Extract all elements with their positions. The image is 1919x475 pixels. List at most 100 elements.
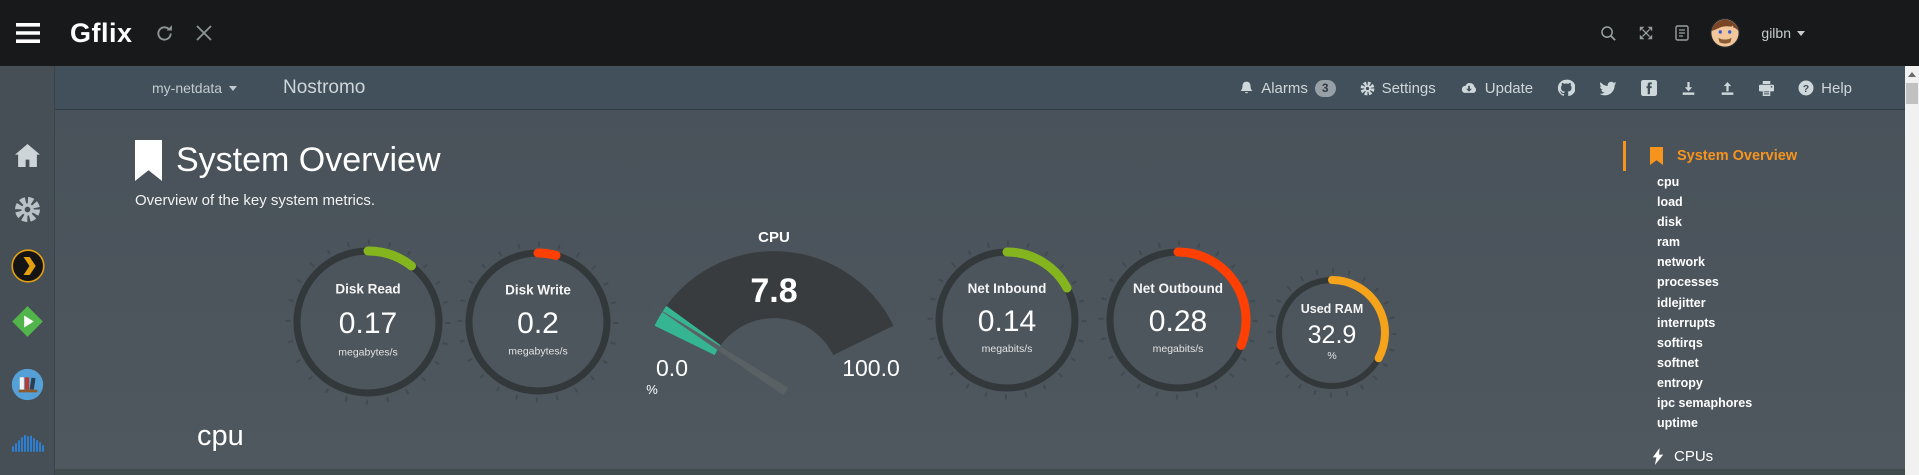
- menu-active-label: System Overview: [1677, 148, 1798, 164]
- next-chart-edge: [55, 469, 1905, 475]
- search-icon[interactable]: [1600, 25, 1617, 42]
- emby-icon[interactable]: [0, 305, 55, 338]
- bookmark-icon: [135, 140, 162, 181]
- gauge-cpu[interactable]: CPU 7.8 0.0 100.0%: [634, 224, 914, 404]
- plex-icon[interactable]: [0, 249, 55, 283]
- gauge-used-ram[interactable]: Used RAM 32.9%: [1267, 268, 1397, 398]
- gauge-svg: Used RAM 32.9%: [1267, 268, 1397, 398]
- upload-icon: [1720, 81, 1735, 96]
- scroll-up-arrow[interactable]: [1908, 72, 1916, 77]
- page-subtitle: Overview of the key system metrics.: [135, 192, 376, 209]
- svg-text:Disk Write: Disk Write: [505, 283, 571, 298]
- cloud-download-icon: [1460, 81, 1478, 95]
- user-menu[interactable]: gilbn: [1761, 25, 1805, 41]
- right-menu: System Overview cpu load disk ram network pro…: [1623, 110, 1905, 475]
- svg-text:Disk Read: Disk Read: [335, 282, 400, 297]
- svg-text:7.8: 7.8: [750, 272, 797, 310]
- menu-item-ipc-semaphores[interactable]: ipc semaphores: [1657, 396, 1753, 411]
- bell-icon: [1239, 80, 1254, 96]
- host-dropdown[interactable]: my-netdata: [152, 66, 238, 110]
- menu-item-uptime[interactable]: uptime: [1657, 416, 1698, 431]
- svg-text:0.17: 0.17: [339, 307, 397, 340]
- svg-text:0.14: 0.14: [978, 305, 1036, 338]
- svg-text:CPU: CPU: [758, 229, 790, 246]
- hamburger-icon[interactable]: [16, 23, 40, 43]
- bookmark-icon: [1650, 147, 1663, 165]
- home-icon[interactable]: [0, 144, 55, 167]
- svg-text:%: %: [1327, 350, 1336, 362]
- caret-down-icon: [1797, 30, 1805, 36]
- menu-item-ram[interactable]: ram: [1657, 235, 1680, 250]
- menu-item-entropy[interactable]: entropy: [1657, 375, 1703, 390]
- svg-text:megabytes/s: megabytes/s: [338, 346, 398, 358]
- close-icon[interactable]: [195, 25, 212, 41]
- export-button[interactable]: [1681, 81, 1696, 96]
- settings-button[interactable]: Settings: [1360, 80, 1436, 97]
- lightning-icon: [1652, 448, 1664, 465]
- section-heading-cpu: cpu: [197, 420, 244, 452]
- menu-item-cpu[interactable]: cpu: [1657, 175, 1680, 189]
- twitter-icon: [1599, 81, 1617, 96]
- alarms-count-badge: 3: [1314, 79, 1336, 97]
- left-sidebar: [0, 66, 55, 475]
- gear-icon: [1360, 81, 1375, 96]
- menu-item-system-overview[interactable]: System Overview: [1623, 141, 1797, 171]
- hostname: Nostromo: [283, 77, 366, 98]
- gauge-svg: CPU 7.8 0.0 100.0%: [646, 229, 900, 397]
- scrollbar-thumb[interactable]: [1906, 83, 1918, 104]
- top-bar: Gflix gilbn: [0, 0, 1919, 66]
- help-button[interactable]: ? Help: [1798, 80, 1852, 97]
- svg-text:32.9: 32.9: [1308, 321, 1357, 349]
- printer-icon: [1759, 80, 1775, 96]
- soundcloud-icon[interactable]: [0, 433, 55, 454]
- settings-label: Settings: [1381, 79, 1436, 97]
- import-button[interactable]: [1720, 81, 1735, 96]
- menu-item-softirqs[interactable]: softirqs: [1657, 335, 1703, 350]
- gear-icon[interactable]: [0, 196, 55, 223]
- update-button[interactable]: Update: [1460, 80, 1533, 97]
- gauge-disk-write[interactable]: Disk Write 0.2 megabytes/s: [457, 241, 619, 403]
- app-brand[interactable]: Gflix: [70, 17, 133, 48]
- menu-item-cpus[interactable]: CPUs: [1652, 448, 1713, 465]
- page-scrollbar[interactable]: [1905, 66, 1919, 475]
- print-button[interactable]: [1759, 80, 1775, 96]
- svg-text:100.0: 100.0: [842, 355, 900, 381]
- gauge-svg: Disk Read 0.17 megabytes/s: [285, 239, 451, 405]
- menu-item-load[interactable]: load: [1657, 195, 1683, 210]
- menu-item-softnet[interactable]: softnet: [1657, 355, 1699, 370]
- avatar[interactable]: [1710, 18, 1741, 48]
- main-content: System Overview Overview of the key syst…: [55, 110, 1905, 475]
- menu-item-disk[interactable]: disk: [1657, 215, 1683, 230]
- svg-text:0.2: 0.2: [517, 307, 559, 340]
- menu-item-interrupts[interactable]: interrupts: [1657, 315, 1716, 330]
- alarms-button[interactable]: Alarms 3: [1239, 79, 1336, 97]
- svg-text:Net Inbound: Net Inbound: [968, 281, 1047, 296]
- svg-text:?: ?: [1803, 83, 1809, 95]
- menu-cpus-label: CPUs: [1674, 448, 1714, 465]
- svg-text:0.0: 0.0: [656, 355, 688, 381]
- gauge-svg: Net Outbound 0.28 megabits/s: [1098, 240, 1258, 400]
- gauge-net-outbound[interactable]: Net Outbound 0.28 megabits/s: [1098, 240, 1258, 400]
- facebook-button[interactable]: [1641, 80, 1658, 96]
- library-icon[interactable]: [0, 368, 55, 401]
- menu-item-network[interactable]: network: [1657, 255, 1705, 270]
- help-icon: ?: [1798, 80, 1814, 96]
- menu-item-processes[interactable]: processes: [1657, 275, 1719, 290]
- manual-icon[interactable]: [1675, 25, 1690, 41]
- active-indicator-bar: [1623, 141, 1626, 171]
- github-button[interactable]: [1557, 79, 1576, 97]
- alarms-label: Alarms: [1261, 79, 1308, 97]
- github-icon: [1557, 79, 1576, 97]
- svg-text:megabytes/s: megabytes/s: [508, 346, 568, 358]
- refresh-icon[interactable]: [155, 24, 174, 43]
- gauge-net-inbound[interactable]: Net Inbound 0.14 megabits/s: [927, 240, 1087, 400]
- menu-item-idlejitter[interactable]: idlejitter: [1657, 295, 1706, 310]
- gauge-svg: Disk Write 0.2 megabytes/s: [457, 241, 619, 403]
- netdata-navbar: my-netdata Nostromo Alarms 3 Settings Up…: [55, 66, 1905, 110]
- svg-text:Net Outbound: Net Outbound: [1133, 281, 1223, 296]
- gauge-disk-read[interactable]: Disk Read 0.17 megabytes/s: [285, 239, 451, 405]
- expand-icon[interactable]: [1638, 25, 1654, 41]
- host-dropdown-label: my-netdata: [152, 80, 223, 96]
- twitter-button[interactable]: [1599, 81, 1617, 96]
